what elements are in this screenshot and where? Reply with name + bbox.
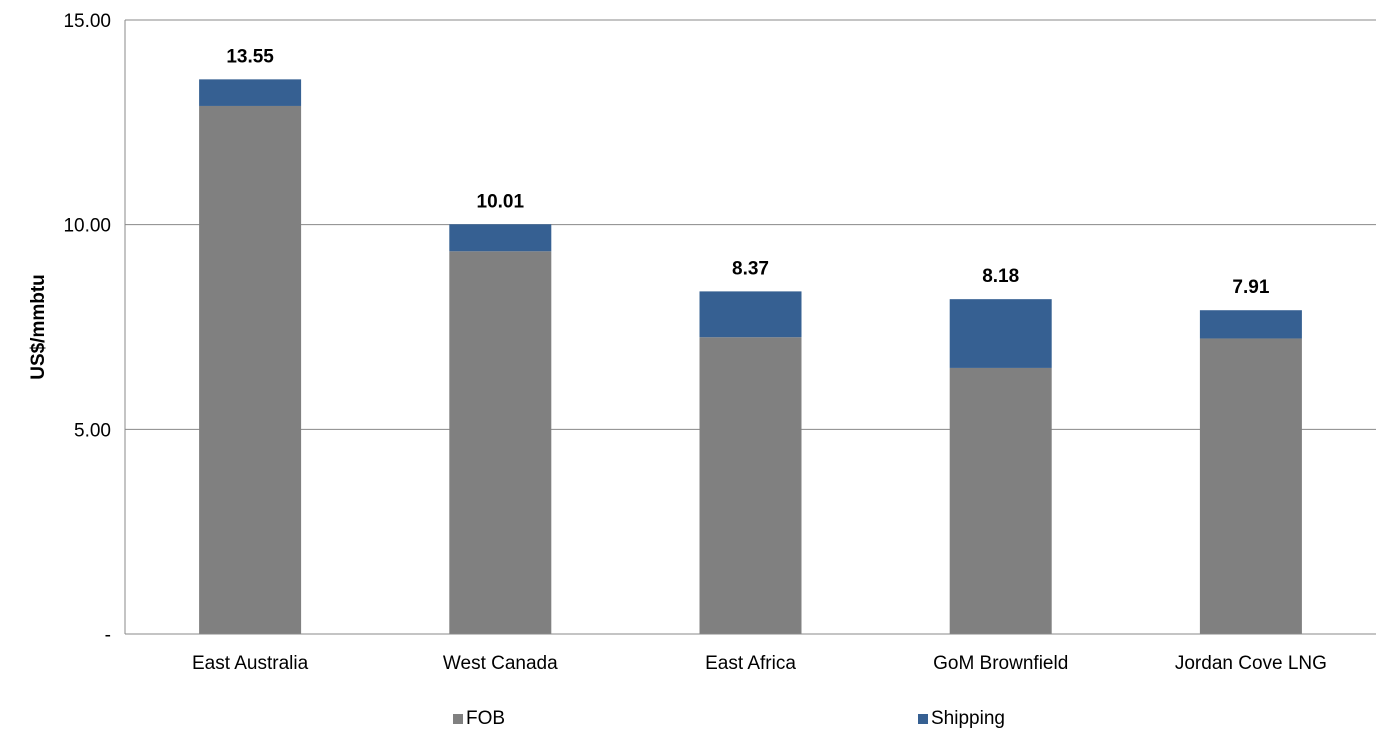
bar-fob [699,337,802,634]
bar-shipping [449,224,552,252]
total-label: 13.55 [226,46,274,67]
x-tick-label: Jordan Cove LNG [1175,653,1327,674]
bar-shipping [199,79,302,106]
bar-chart: - 5.00 10.00 15.00 East Australia West Canad… [28,11,1376,674]
y-tick-label: - [105,625,111,646]
bar-fob [199,105,302,634]
bar-shipping [1199,310,1302,339]
bar-fob [1199,338,1302,634]
total-label: 8.37 [732,258,769,279]
x-tick-labels: East Australia West Canada East Africa GoM … [192,653,1327,674]
x-tick-label: GoM Brownfield [933,653,1068,674]
axes [124,20,1376,635]
total-label: 10.01 [477,191,525,212]
legend-label-fob: FOB [466,708,506,729]
legend-swatch-shipping [918,714,928,724]
y-axis-label: US$/mmbtu [28,274,49,380]
legend-item-shipping: Shipping [918,708,1005,730]
x-tick-label: West Canada [443,653,558,674]
bar-shipping [699,291,802,338]
y-tick-label: 5.00 [74,420,111,441]
bar-shipping [949,299,1052,368]
bar-fob [949,367,1052,634]
legend-swatch-fob [453,714,463,724]
y-tick-label: 10.00 [63,216,111,237]
legend-item-fob: FOB [453,708,505,730]
bars [199,79,1302,635]
x-tick-label: East Africa [705,653,796,674]
legend-label-shipping: Shipping [931,708,1005,729]
bar-fob [449,251,552,635]
total-labels: 13.55 10.01 8.37 8.18 7.91 [226,46,1269,298]
y-tick-label: 15.00 [63,11,111,32]
total-label: 7.91 [1232,277,1269,298]
x-tick-label: East Australia [192,653,309,674]
total-label: 8.18 [982,266,1019,287]
y-tick-labels: - 5.00 10.00 15.00 [63,11,111,646]
